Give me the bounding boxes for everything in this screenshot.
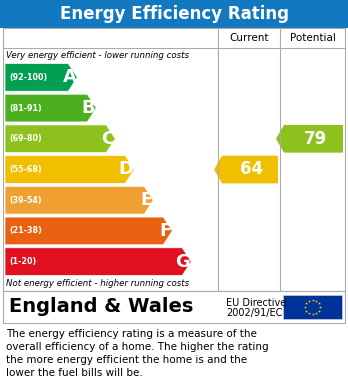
Text: The energy efficiency rating is a measure of the: The energy efficiency rating is a measur… — [6, 329, 257, 339]
Text: 2002/91/EC: 2002/91/EC — [226, 308, 282, 318]
Bar — [3, 291, 345, 323]
Text: England & Wales: England & Wales — [9, 298, 193, 316]
Text: Very energy efficient - lower running costs: Very energy efficient - lower running co… — [6, 50, 189, 59]
Text: (1-20): (1-20) — [9, 257, 36, 266]
Polygon shape — [5, 63, 77, 91]
Text: (69-80): (69-80) — [9, 134, 42, 143]
Text: (21-38): (21-38) — [9, 226, 42, 235]
Text: B: B — [82, 99, 95, 117]
Polygon shape — [214, 156, 278, 183]
Text: (92-100): (92-100) — [9, 73, 47, 82]
Text: EU Directive: EU Directive — [226, 298, 286, 308]
Text: A: A — [62, 68, 76, 86]
Text: Energy Efficiency Rating: Energy Efficiency Rating — [60, 5, 288, 23]
Polygon shape — [5, 187, 153, 214]
Bar — [283, 295, 342, 319]
Polygon shape — [276, 125, 343, 152]
Polygon shape — [5, 156, 134, 183]
Text: lower the fuel bills will be.: lower the fuel bills will be. — [6, 368, 143, 378]
Bar — [3, 28, 345, 291]
Text: (39-54): (39-54) — [9, 196, 42, 205]
Polygon shape — [5, 94, 96, 122]
Text: (81-91): (81-91) — [9, 104, 42, 113]
Text: Current: Current — [229, 33, 269, 43]
Text: (55-68): (55-68) — [9, 165, 42, 174]
Text: D: D — [118, 160, 133, 179]
Text: E: E — [140, 191, 152, 209]
Polygon shape — [5, 217, 172, 245]
Polygon shape — [5, 248, 191, 276]
Text: 64: 64 — [240, 160, 263, 179]
Text: C: C — [101, 130, 114, 148]
Text: Potential: Potential — [290, 33, 335, 43]
Text: 79: 79 — [304, 130, 327, 148]
Text: Not energy efficient - higher running costs: Not energy efficient - higher running co… — [6, 280, 189, 289]
Polygon shape — [5, 125, 115, 152]
Text: the more energy efficient the home is and the: the more energy efficient the home is an… — [6, 355, 247, 365]
Text: F: F — [159, 222, 171, 240]
Bar — [0, 0, 348, 28]
Text: G: G — [175, 253, 190, 271]
Text: overall efficiency of a home. The higher the rating: overall efficiency of a home. The higher… — [6, 342, 269, 352]
